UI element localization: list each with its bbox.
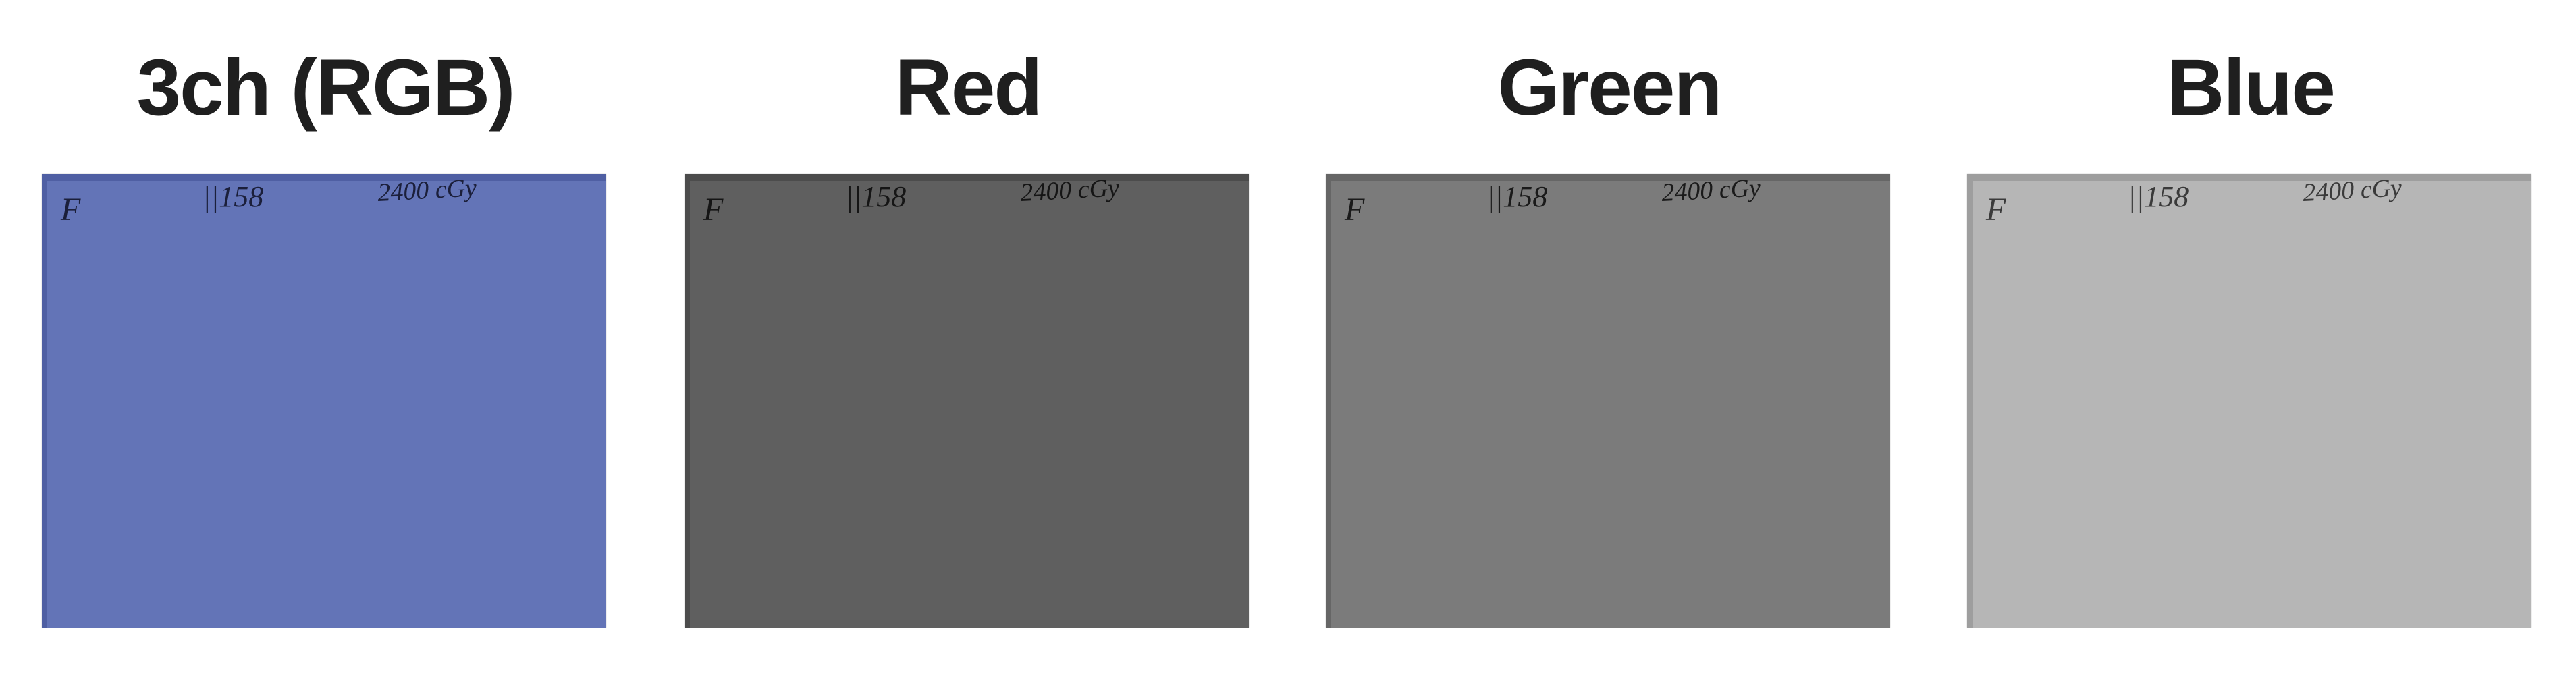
film-edge [1967,174,1973,628]
panel-green: Green F ||158 2400 cGy [1326,0,1893,689]
batch-mark: ||158 [203,180,263,213]
handwritten-marks: F ||158 2400 cGy [1985,174,2403,227]
dose-mark: 2400 cGy [1661,174,1761,207]
film-edge [42,174,47,628]
film-image: F ||158 2400 cGy [42,174,606,628]
corner-mark: F [60,192,81,227]
panel-title: Red [894,43,1043,132]
handwritten-marks: F ||158 2400 cGy [60,174,477,227]
batch-mark: ||158 [845,180,906,213]
dose-mark: 2400 cGy [2302,174,2403,207]
corner-mark: F [1344,192,1365,227]
batch-mark: ||158 [1486,180,1547,213]
handwritten-marks: F ||158 2400 cGy [1344,174,1761,227]
handwritten-marks: F ||158 2400 cGy [703,174,1120,227]
corner-mark: F [1985,192,2006,227]
film-image: F ||158 2400 cGy [1967,174,2531,628]
film-edge [1326,174,1890,181]
dose-mark: 2400 cGy [1019,174,1120,207]
film-edge [685,174,690,628]
panel-rgb: 3ch (RGB) F ||158 2400 cGy [42,0,609,689]
panel-title: Blue [2167,43,2336,132]
panel-blue: Blue F ||158 2400 cGy [1967,0,2534,689]
film-image: F ||158 2400 cGy [685,174,1249,628]
panel-title: Green [1497,43,1722,132]
dose-mark: 2400 cGy [377,174,477,207]
film-image: F ||158 2400 cGy [1326,174,1890,628]
film-edge [1967,174,2531,181]
batch-mark: ||158 [2128,180,2189,213]
corner-mark: F [703,192,724,227]
film-edge [42,174,606,181]
film-edge [1326,174,1331,628]
panel-red: Red F ||158 2400 cGy [685,0,1252,689]
panel-title: 3ch (RGB) [136,43,516,132]
film-edge [685,174,1249,181]
